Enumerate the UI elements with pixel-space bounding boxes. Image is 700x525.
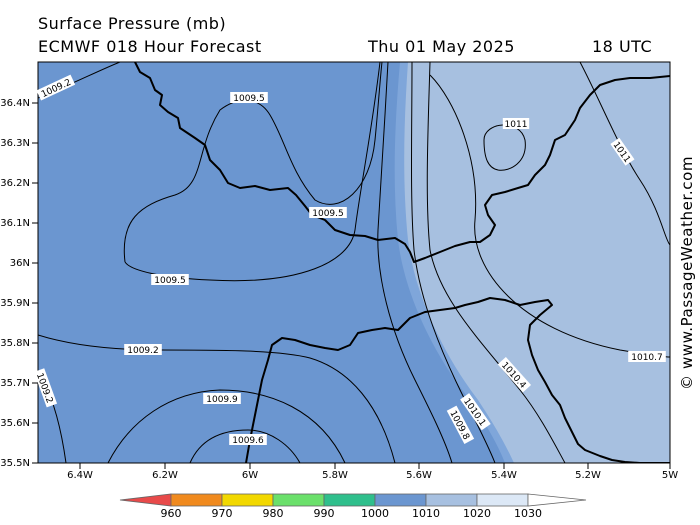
isobar-label: 1009.5 bbox=[151, 274, 189, 286]
isobar-label-bg bbox=[203, 393, 241, 404]
isobar-label-bg bbox=[151, 274, 189, 285]
isobar-1009-5-north bbox=[123, 62, 383, 263]
scale-label: 960 bbox=[161, 507, 182, 520]
isobar-label: 1009.5 bbox=[230, 92, 268, 104]
isobar-label-bg bbox=[628, 351, 666, 362]
lon-label: 5W bbox=[662, 470, 678, 481]
scale-swatch bbox=[374, 493, 427, 507]
isobar-label-bg bbox=[230, 92, 268, 103]
scale-swatch bbox=[476, 493, 529, 507]
isobar-1009-6 bbox=[189, 429, 301, 463]
isobar-1010-4 bbox=[426, 62, 566, 463]
isobar-label-bg bbox=[124, 344, 162, 355]
model-label: ECMWF 018 Hour Forecast bbox=[38, 37, 262, 56]
isobar-1011-ring bbox=[483, 124, 526, 171]
credit-text: © www.PassageWeather.com bbox=[678, 155, 696, 390]
isobar-label-bg bbox=[610, 137, 635, 166]
forecast-date: Thu 01 May 2025 bbox=[368, 37, 515, 56]
lon-label: 5.6W bbox=[406, 470, 432, 481]
forecast-time: 18 UTC bbox=[592, 37, 653, 56]
isobar-label-bg bbox=[502, 118, 530, 129]
scale-arrow-high bbox=[527, 493, 587, 507]
scale-swatch bbox=[272, 493, 325, 507]
isobar-label-text: 1009.5 bbox=[312, 209, 344, 219]
isobar-label-bg bbox=[36, 74, 76, 101]
isobar-label-text: 1009.5 bbox=[233, 94, 265, 104]
lat-label: 35.5N bbox=[0, 458, 30, 469]
coastline-south bbox=[245, 297, 670, 463]
lon-label: 6W bbox=[242, 470, 258, 481]
lon-label: 5.2W bbox=[575, 470, 601, 481]
scale-arrow-low bbox=[119, 493, 172, 507]
lon-label: 6.2W bbox=[152, 470, 178, 481]
pressure-color-scale: 960 970 980 990 1000 1010 1020 1030 bbox=[119, 493, 587, 520]
isobar-label: 1009.2 bbox=[124, 344, 162, 356]
lat-label: 35.8N bbox=[0, 338, 30, 349]
isobar-label-text: 1009.6 bbox=[232, 436, 264, 446]
isobar-label: 1009.9 bbox=[203, 393, 241, 405]
isobar-label-text: 1009.9 bbox=[206, 395, 238, 405]
isobar-label-bg bbox=[309, 207, 347, 218]
isobar-label-bg bbox=[33, 368, 58, 408]
coastlines bbox=[134, 62, 670, 463]
isobar-label-text: 1010.7 bbox=[631, 353, 663, 363]
map-field bbox=[38, 62, 670, 463]
lat-label: 36.2N bbox=[0, 178, 30, 189]
lat-label: 35.6N bbox=[0, 418, 30, 429]
isobar-label-text: 1009.2 bbox=[127, 346, 159, 356]
scale-label: 1030 bbox=[514, 507, 542, 520]
isobar-label-bg bbox=[229, 434, 267, 445]
isobar-label-bg bbox=[497, 357, 532, 393]
chart-title: Surface Pressure (mb) bbox=[38, 14, 227, 33]
lon-label: 6.4W bbox=[67, 470, 93, 481]
isobar-label-text: 1009.5 bbox=[154, 276, 186, 286]
isobar-label: 1009.5 bbox=[309, 207, 347, 219]
scale-label: 1020 bbox=[463, 507, 491, 520]
longitude-axis: 6.4W 6.2W 6W 5.8W 5.6W 5.4W 5.2W 5W bbox=[67, 463, 678, 481]
isobar-label-bg bbox=[460, 393, 491, 431]
lat-label: 36.1N bbox=[0, 218, 30, 229]
isobar-label-bg bbox=[446, 405, 475, 444]
isobar-label: 1009.6 bbox=[229, 434, 267, 446]
scale-swatch bbox=[221, 493, 274, 507]
scale-label: 990 bbox=[314, 507, 335, 520]
isobar-1011-east bbox=[579, 62, 670, 246]
scale-swatch bbox=[170, 493, 223, 507]
pressure-fill-1010 bbox=[404, 62, 670, 463]
latitude-axis: 36.4N 36.3N 36.2N 36.1N 36N 35.9N 35.8N 35.7N 35… bbox=[0, 98, 38, 469]
lon-label: 5.4W bbox=[491, 470, 517, 481]
scale-label: 1000 bbox=[361, 507, 389, 520]
isobar-1009-2-south bbox=[38, 334, 396, 463]
scale-label: 970 bbox=[212, 507, 233, 520]
isobar-label-text: 1011 bbox=[505, 120, 528, 130]
scale-swatch bbox=[425, 493, 478, 507]
coastline-north bbox=[134, 62, 670, 263]
isobar-label: 1011 bbox=[502, 118, 530, 130]
lat-label: 36N bbox=[10, 258, 30, 269]
lon-label: 5.8W bbox=[322, 470, 348, 481]
lat-label: 35.7N bbox=[0, 378, 30, 389]
scale-label: 980 bbox=[263, 507, 284, 520]
scale-label: 1010 bbox=[412, 507, 440, 520]
lat-label: 36.3N bbox=[0, 138, 30, 149]
isobar-1009-9 bbox=[107, 389, 346, 463]
lat-label: 36.4N bbox=[0, 98, 30, 109]
scale-swatch bbox=[323, 493, 376, 507]
lat-label: 35.9N bbox=[0, 298, 30, 309]
isobar-1009-8 bbox=[377, 62, 453, 463]
isobar-label: 1010.7 bbox=[628, 351, 666, 363]
